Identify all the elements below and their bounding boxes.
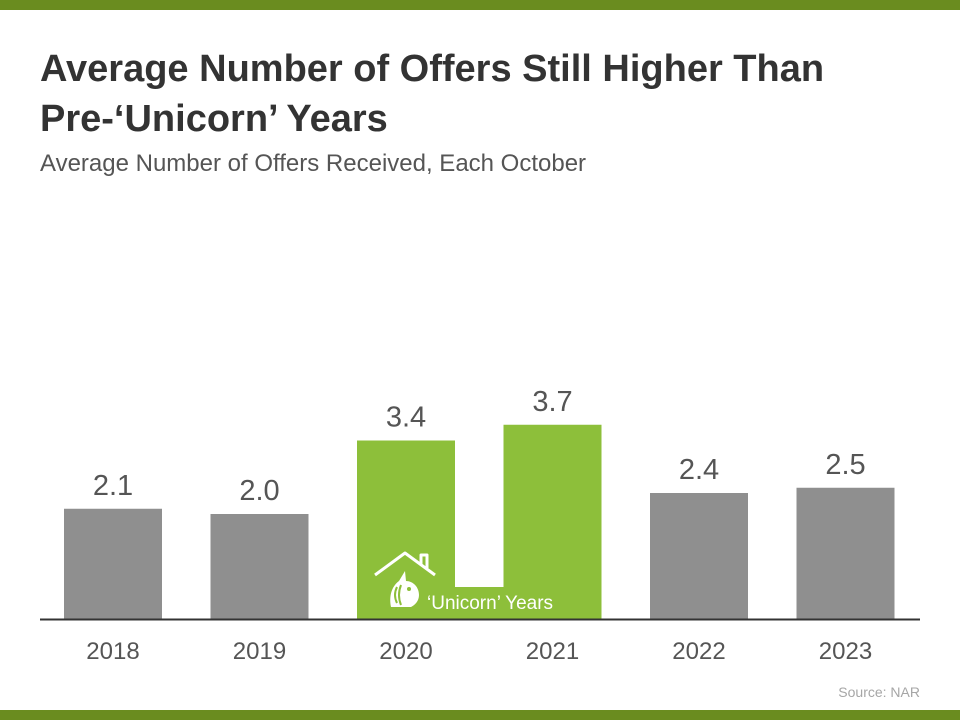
x-tick-2021: 2021 <box>526 638 579 665</box>
unicorn-years-label: ‘Unicorn’ Years <box>427 593 553 614</box>
source-note: Source: NAR <box>838 684 920 700</box>
x-tick-2019: 2019 <box>233 638 286 665</box>
bar-2018 <box>64 508 162 619</box>
bar-value-label-2018: 2.1 <box>93 470 133 502</box>
bar-2019 <box>210 514 309 619</box>
x-tick-2020: 2020 <box>379 638 432 665</box>
chart-subtitle: Average Number of Offers Received, Each … <box>40 150 587 177</box>
bar-value-label-2019: 2.0 <box>239 475 279 507</box>
bar-2022 <box>650 493 748 619</box>
house-unicorn-icon <box>374 551 436 607</box>
bar-value-label-2023: 2.5 <box>825 449 865 481</box>
x-tick-2022: 2022 <box>672 638 725 665</box>
bar-2023 <box>796 487 895 619</box>
bar-value-label-2020: 3.4 <box>386 402 426 434</box>
top-band <box>0 0 960 10</box>
bottom-band <box>0 710 960 720</box>
bar-2021 <box>503 424 602 619</box>
chart-title: Average Number of Offers Still Higher Th… <box>40 48 825 140</box>
x-tick-2023: 2023 <box>819 638 872 665</box>
x-tick-2018: 2018 <box>86 638 139 665</box>
bar-value-label-2022: 2.4 <box>679 454 719 486</box>
bar-value-label-2021: 3.7 <box>532 386 572 418</box>
